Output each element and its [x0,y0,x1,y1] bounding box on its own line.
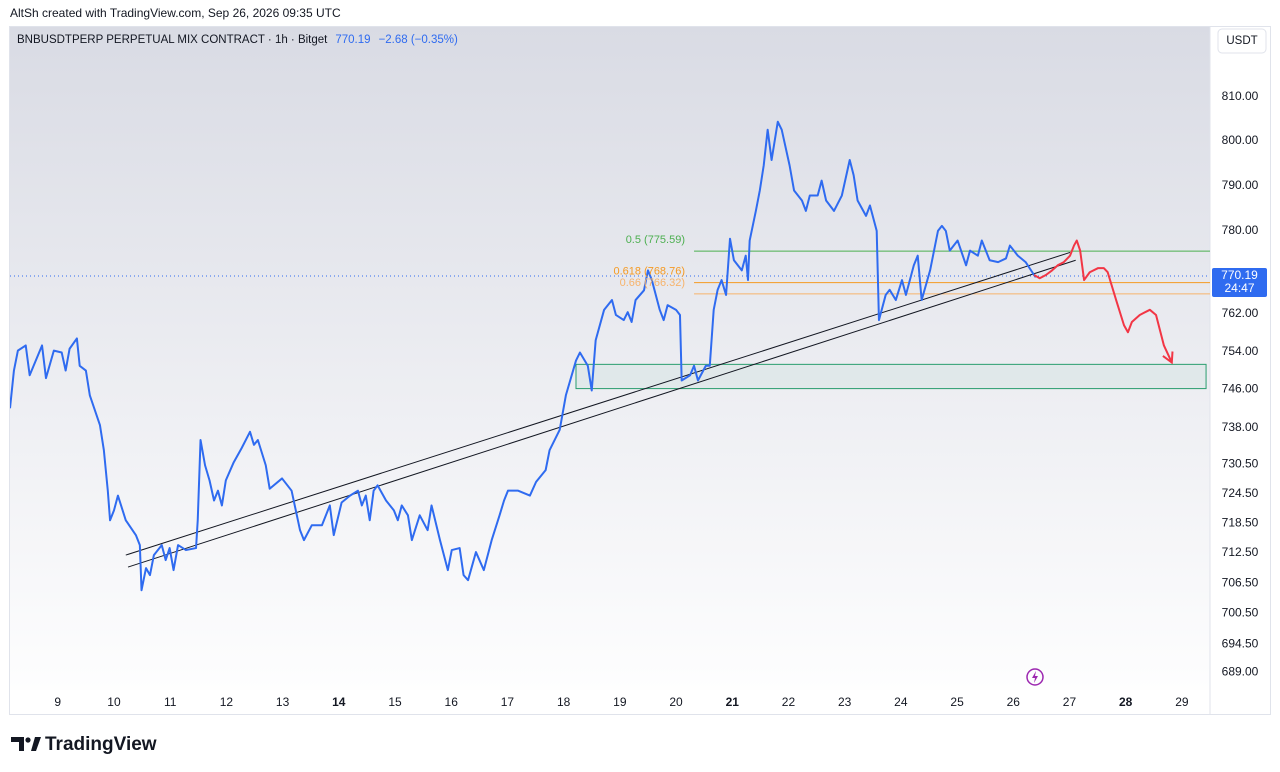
x-tick-label: 22 [782,695,796,709]
fib-label: 0.66 (766.32) [620,277,685,289]
y-tick-label: 694.50 [1222,636,1259,650]
y-tick-label: 689.00 [1222,665,1259,679]
logo [11,737,41,751]
currency-button[interactable] [1217,28,1267,54]
logo-dot [25,737,31,743]
y-tick-label: 762.00 [1222,306,1259,320]
x-tick-label: 11 [164,695,177,709]
x-tick-label: 17 [501,695,515,709]
plot-area [10,120,1210,592]
chart-panel [9,26,1271,715]
x-tick-label: 27 [1063,695,1077,709]
price-tag-value: 770.19 [1221,268,1258,282]
currency-label[interactable]: USDT [1226,35,1257,47]
x-tick-label: 21 [726,695,740,709]
y-tick-label: 730.50 [1222,456,1259,470]
x-tick-label: 29 [1175,695,1189,709]
y-tick-label: 712.50 [1222,545,1259,559]
x-tick-label: 28 [1119,695,1133,709]
x-tick-label: 12 [220,695,234,709]
trendline [125,251,1071,556]
x-tick-label: 20 [669,695,683,709]
price-tag [1212,267,1267,297]
y-tick-label: 780.00 [1222,223,1259,237]
x-tick-label: 23 [838,695,852,709]
fib-label: 0.5 (775.59) [626,234,685,246]
time-axis-panel [10,690,1210,714]
trendline [127,259,1076,568]
price-tag-countdown: 24:47 [1224,281,1254,295]
legend-change: −2.68 (−0.35%) [379,34,458,46]
price-axis-panel [1210,27,1270,714]
x-tick-label: 25 [950,695,964,709]
x-tick-label: 15 [388,695,402,709]
symbol-title: BNBUSDTPERP PERPETUAL MIX CONTRACT · 1h … [17,34,328,46]
brand: TradingView [45,734,157,755]
alert-icon-bolt [1032,671,1038,683]
legend: BNBUSDTPERP PERPETUAL MIX CONTRACT · 1h … [17,34,458,46]
support-zone [575,363,1207,390]
x-tick-label: 16 [445,695,459,709]
x-tick-label: 13 [276,695,290,709]
y-tick-label: 724.50 [1222,486,1259,500]
alert-icon-ring [1026,668,1044,686]
x-tick-label: 14 [332,695,346,709]
x-tick-label: 19 [613,695,627,709]
x-tick-label: 10 [107,695,121,709]
price-line [1033,239,1173,363]
arrowhead [1162,351,1174,365]
y-tick-label: 810.00 [1222,89,1259,103]
y-tick-label: 706.50 [1222,575,1259,589]
y-tick-label: 700.50 [1222,606,1259,620]
legend-price: 770.19 [335,34,370,46]
logo-mark [11,737,24,751]
x-tick-label: 9 [54,695,61,709]
y-tick-label: 754.00 [1222,344,1259,358]
y-tick-label: 738.00 [1222,420,1259,434]
y-tick-label: 790.00 [1222,178,1259,192]
fib-label: 0.618 (768.76) [613,265,685,277]
alert-icon [1026,668,1044,686]
logo-slash [31,737,41,751]
x-tick-label: 24 [894,695,908,709]
price-line [10,120,1037,592]
y-tick-label: 800.00 [1222,133,1259,147]
y-tick-label: 746.00 [1222,382,1259,396]
y-tick-label: 718.50 [1222,515,1259,529]
x-tick-label: 18 [557,695,571,709]
credit: AltSh created with TradingView.com, Sep … [10,6,341,20]
x-tick-label: 26 [1007,695,1021,709]
